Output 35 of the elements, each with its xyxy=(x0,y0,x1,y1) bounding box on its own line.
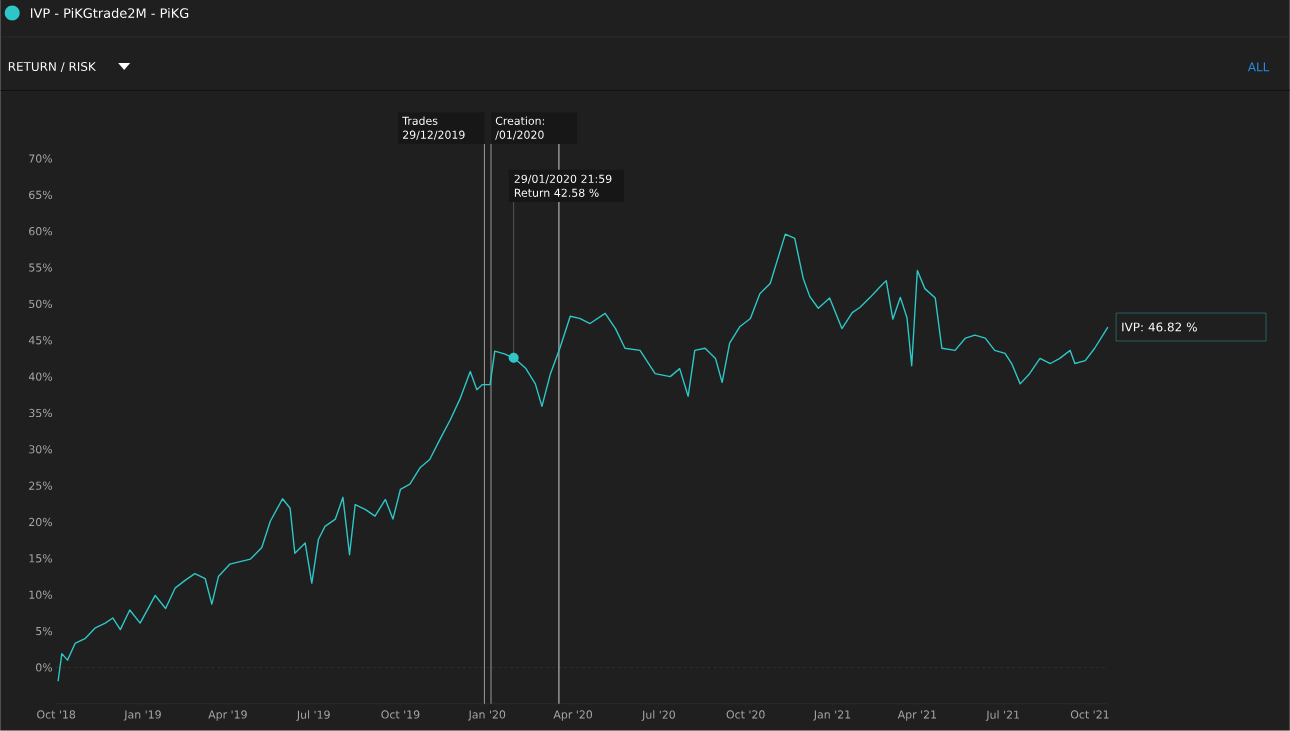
x-tick-label: Oct '20 xyxy=(726,710,765,719)
x-tick-label: Jan '19 xyxy=(123,710,161,721)
y-tick-label: 5% xyxy=(36,627,53,636)
text: RETURN / RISK xyxy=(8,62,97,73)
y-tick-label: 50% xyxy=(29,299,53,309)
text: ALL xyxy=(1247,62,1270,72)
x-tick-label: Oct '21 xyxy=(1070,710,1109,719)
y-tick-label: 0% xyxy=(36,663,53,672)
y-tick-label: 65% xyxy=(29,190,53,200)
x-tick-label: Oct '18 xyxy=(37,710,76,719)
x-tick-label: Jul '19 xyxy=(296,710,330,721)
x-tick-label: Jan '21 xyxy=(813,710,851,721)
x-tick-label: Apr '19 xyxy=(208,710,247,721)
y-tick-label: 45% xyxy=(28,336,53,345)
annotation: IVP: 46.82 % xyxy=(1122,322,1197,332)
x-tick-label: Apr '20 xyxy=(553,710,593,721)
y-tick-label: 60% xyxy=(29,227,53,236)
y-tick-label: 20% xyxy=(29,517,53,527)
y-tick-label: 55% xyxy=(29,263,53,272)
y-tick-label: 10% xyxy=(29,590,53,599)
ref-line-label: Creation: /01/2020 xyxy=(495,116,544,140)
y-tick-label: 70% xyxy=(29,154,53,163)
y-tick-label: 30% xyxy=(29,445,53,454)
x-tick-label: Apr '21 xyxy=(897,710,937,721)
x-tick-label: Oct '19 xyxy=(381,710,420,719)
legend-label: IVP - PiKGtrade2M - PiKG xyxy=(30,8,189,19)
x-tick-label: Jan '20 xyxy=(468,710,506,721)
x-tick-label: Jul '20 xyxy=(641,710,675,721)
y-tick-label: 25% xyxy=(29,481,53,490)
x-tick-label: Jul '21 xyxy=(985,710,1019,721)
y-tick-label: 35% xyxy=(29,408,53,418)
annotation: 29/01/2020 21:59 Return 42.58 % xyxy=(514,174,612,198)
ref-line-label: Trades 29/12/2019 xyxy=(402,116,465,140)
y-tick-label: 40% xyxy=(28,372,53,381)
y-tick-label: 15% xyxy=(29,554,53,563)
